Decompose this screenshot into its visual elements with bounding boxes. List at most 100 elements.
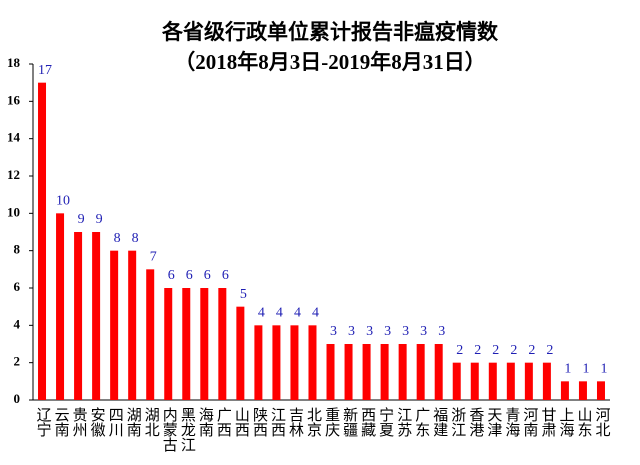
value-label: 3 bbox=[402, 324, 409, 339]
bar bbox=[290, 325, 299, 400]
value-label: 2 bbox=[510, 343, 517, 358]
value-label: 4 bbox=[258, 306, 265, 321]
bar bbox=[218, 288, 227, 400]
x-tick-label: 香港 bbox=[467, 407, 484, 437]
x-tick-label: 新疆 bbox=[341, 407, 358, 437]
bar bbox=[308, 325, 317, 400]
value-label: 3 bbox=[420, 324, 427, 339]
y-tick-label: 16 bbox=[7, 92, 21, 107]
value-label: 17 bbox=[38, 63, 52, 78]
bar bbox=[434, 344, 443, 400]
bar bbox=[398, 344, 407, 400]
bar bbox=[146, 269, 155, 400]
bar bbox=[110, 250, 119, 400]
value-label: 2 bbox=[492, 343, 499, 358]
x-tick-label: 福建 bbox=[431, 407, 448, 437]
x-tick-label: 天津 bbox=[485, 407, 502, 437]
bar bbox=[254, 325, 263, 400]
bar bbox=[38, 82, 47, 401]
y-tick-label: 4 bbox=[14, 316, 21, 331]
value-label: 9 bbox=[78, 212, 85, 227]
value-label: 1 bbox=[564, 362, 571, 377]
chart-title: 各省级行政单位累计报告非瘟疫情数 bbox=[161, 20, 499, 44]
x-tick-label: 黑龙江 bbox=[179, 407, 196, 452]
x-tick-label: 四川 bbox=[107, 407, 124, 437]
bar bbox=[506, 362, 515, 400]
x-tick-label: 河南 bbox=[521, 407, 538, 437]
bar bbox=[182, 288, 191, 400]
bar bbox=[74, 232, 83, 400]
y-tick-label: 6 bbox=[14, 279, 21, 294]
y-tick-label: 12 bbox=[7, 167, 20, 182]
bar bbox=[236, 306, 245, 400]
value-label: 2 bbox=[546, 343, 553, 358]
value-label: 8 bbox=[132, 231, 139, 246]
bar bbox=[128, 250, 137, 400]
value-label: 2 bbox=[474, 343, 481, 358]
bar bbox=[452, 362, 461, 400]
bar bbox=[560, 381, 569, 400]
bar bbox=[380, 344, 389, 400]
x-tick-label: 吉林 bbox=[287, 407, 304, 437]
bar bbox=[344, 344, 353, 400]
x-tick-label: 甘肃 bbox=[539, 407, 556, 437]
x-tick-label: 湖南 bbox=[125, 407, 142, 437]
value-label: 6 bbox=[168, 268, 175, 283]
x-tick-label: 河北 bbox=[594, 407, 611, 437]
x-tick-label: 重庆 bbox=[323, 407, 340, 437]
value-label: 3 bbox=[348, 324, 355, 339]
value-label: 6 bbox=[204, 268, 211, 283]
value-label: 4 bbox=[276, 306, 283, 321]
y-tick-label: 2 bbox=[14, 354, 21, 369]
bar bbox=[596, 381, 605, 400]
x-tick-label: 安徽 bbox=[89, 407, 106, 437]
x-tick-label: 内蒙古 bbox=[161, 407, 178, 452]
x-tick-label: 青海 bbox=[503, 407, 520, 437]
value-label: 9 bbox=[96, 212, 103, 227]
y-tick-label: 10 bbox=[7, 204, 20, 219]
value-label: 2 bbox=[528, 343, 535, 358]
bar bbox=[542, 362, 551, 400]
bar bbox=[524, 362, 533, 400]
value-label: 3 bbox=[330, 324, 337, 339]
x-tick-label: 山西 bbox=[233, 407, 250, 437]
x-tick-label: 湖北 bbox=[143, 407, 160, 437]
bar bbox=[488, 362, 497, 400]
value-label: 6 bbox=[222, 268, 229, 283]
value-label: 7 bbox=[150, 250, 157, 265]
chart-subtitle: （2018年8月3日-2019年8月31日） bbox=[174, 50, 486, 74]
bar bbox=[92, 232, 101, 400]
x-tick-label: 宁夏 bbox=[377, 407, 394, 437]
value-label: 4 bbox=[294, 306, 301, 321]
value-label: 5 bbox=[240, 287, 247, 302]
value-label: 3 bbox=[366, 324, 373, 339]
x-tick-label: 云南 bbox=[53, 407, 70, 437]
y-tick-label: 14 bbox=[7, 130, 21, 145]
value-label: 6 bbox=[186, 268, 193, 283]
x-tick-label: 上海 bbox=[557, 407, 574, 437]
value-label: 10 bbox=[56, 194, 70, 209]
value-label: 1 bbox=[582, 362, 589, 377]
y-tick-label: 18 bbox=[7, 55, 21, 70]
bar bbox=[56, 213, 65, 400]
x-tick-label: 浙江 bbox=[449, 407, 466, 437]
x-tick-label: 西藏 bbox=[359, 407, 376, 438]
bar bbox=[200, 288, 209, 400]
bar bbox=[362, 344, 371, 400]
x-tick-label: 辽宁 bbox=[35, 407, 52, 437]
bar bbox=[578, 381, 587, 400]
bar bbox=[416, 344, 425, 400]
value-label: 3 bbox=[384, 324, 391, 339]
bar bbox=[470, 362, 479, 400]
bar bbox=[164, 288, 173, 400]
bar bbox=[326, 344, 335, 400]
value-label: 8 bbox=[114, 231, 121, 246]
value-label: 2 bbox=[456, 343, 463, 358]
x-tick-label: 北京 bbox=[305, 407, 322, 438]
y-tick-label: 0 bbox=[14, 391, 21, 406]
x-tick-label: 江苏 bbox=[395, 407, 412, 438]
x-tick-label: 广西 bbox=[215, 407, 232, 437]
bar bbox=[272, 325, 281, 400]
value-label: 3 bbox=[438, 324, 445, 339]
